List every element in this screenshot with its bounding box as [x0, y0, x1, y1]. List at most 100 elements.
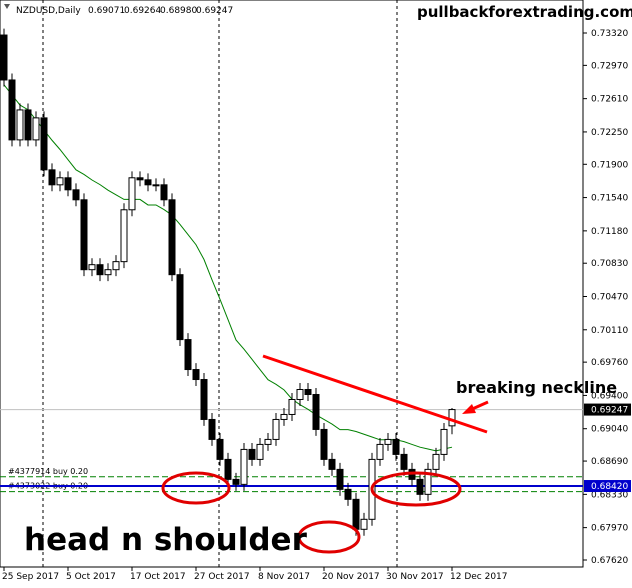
candle-body: [328, 458, 336, 470]
candle-body: [24, 109, 32, 141]
candle-body: [384, 438, 392, 445]
candle-body: [344, 488, 352, 500]
header-quote: 0.69264: [124, 6, 161, 16]
y-tick-label: 0.72610: [591, 95, 628, 105]
chart-layer: 0.73320 0.72970 0.72610 0.72250 0.71900 0.715…: [0, 28, 631, 582]
candle-body: [104, 269, 112, 276]
left-shoulder-mark: [161, 471, 231, 505]
candle-body: [400, 453, 408, 470]
y-tick-label: 0.69760: [591, 358, 628, 368]
candle-body: [88, 264, 96, 271]
candle-body: [112, 261, 120, 271]
candle-body: [448, 409, 456, 427]
candle-body: [144, 179, 152, 186]
y-tick-label: 0.68690: [591, 457, 628, 467]
candle-body: [136, 177, 144, 181]
y-tick-label: 0.67620: [591, 556, 628, 566]
candle-body: [392, 438, 400, 455]
head-mark: [297, 520, 361, 554]
candle-body: [304, 389, 312, 395]
y-tick-label: 0.67970: [591, 524, 628, 534]
candle-body: [16, 109, 24, 141]
x-tick-label: 5 Oct 2017: [66, 572, 116, 582]
y-tick-label: 0.71180: [591, 227, 628, 237]
candle-body: [248, 448, 256, 460]
candle-body: [208, 418, 216, 440]
candle-body: [416, 478, 424, 495]
x-tick-label: 25 Sep 2017: [2, 572, 59, 582]
candle-body: [64, 177, 72, 191]
candle-body: [184, 339, 192, 371]
candle-body: [80, 199, 88, 271]
x-tick-label: 17 Oct 2017: [130, 572, 186, 582]
y-tick-label: 0.71900: [591, 160, 628, 170]
candle-body: [0, 34, 8, 81]
candle-body: [216, 438, 224, 460]
candle-body: [440, 428, 448, 455]
y-tick-label: 0.70110: [591, 326, 628, 336]
x-tick-label: 30 Nov 2017: [386, 572, 444, 582]
y-tick-label: 0.70470: [591, 292, 628, 302]
candle-body: [424, 468, 432, 495]
candle-body: [120, 209, 128, 263]
y-tick-label: 0.69400: [591, 391, 628, 401]
candle-body: [336, 468, 344, 490]
price-box: [584, 403, 631, 416]
candle-body: [56, 177, 64, 186]
candle-body: [432, 453, 440, 470]
candle-body: [176, 274, 184, 341]
header-quote: 0.69247: [196, 6, 233, 16]
moving-average: [3, 84, 453, 452]
x-tick-label: 8 Nov 2017: [258, 572, 310, 582]
y-tick-label: 0.73320: [591, 29, 628, 39]
candle-body: [200, 379, 208, 420]
candle-body: [256, 443, 264, 460]
candle-body: [280, 413, 288, 420]
plot-frame: [0, 0, 584, 568]
candle-body: [192, 369, 200, 381]
candle-body: [224, 458, 232, 480]
candle-body: [352, 498, 360, 530]
candle-body: [296, 389, 304, 400]
candle-body: [376, 443, 384, 460]
candle-body: [128, 177, 136, 211]
right-shoulder-mark: [370, 471, 462, 507]
header-symbol: NZDUSD,Daily: [16, 6, 81, 16]
arrow-head: [462, 404, 476, 414]
y-tick-label: 0.70830: [591, 259, 628, 269]
price-box-label: 0.69247: [591, 406, 628, 416]
candle-body: [264, 438, 272, 445]
header-quote: 0.69071: [88, 6, 125, 16]
x-tick-label: 20 Nov 2017: [322, 572, 380, 582]
header-icon: [4, 4, 10, 9]
x-tick-label: 27 Oct 2017: [194, 572, 250, 582]
candle-body: [360, 518, 368, 530]
candle-body: [72, 189, 80, 201]
header-quote: 0.68980: [160, 6, 197, 16]
candle-body: [288, 398, 296, 415]
candle-body: [312, 393, 320, 430]
y-tick-label: 0.68330: [591, 490, 628, 500]
annotation: breaking neckline: [456, 378, 617, 397]
candle-body: [32, 117, 40, 141]
x-tick-label: 12 Dec 2017: [450, 572, 508, 582]
neckline: [262, 354, 488, 434]
y-tick-label: 0.69040: [591, 425, 628, 435]
level-box: [584, 480, 631, 493]
candle-body: [232, 478, 240, 485]
candle-body: [96, 264, 104, 276]
candle-body: [152, 184, 160, 187]
candle-body: [320, 428, 328, 460]
candle-body: [168, 199, 176, 276]
candle-body: [272, 418, 280, 440]
y-tick-label: 0.72970: [591, 61, 628, 71]
annotation: head n shoulder: [24, 522, 308, 558]
y-tick-label: 0.72250: [591, 128, 628, 138]
candle-body: [40, 117, 48, 171]
candle-body: [160, 184, 168, 201]
y-tick-label: 0.71540: [591, 194, 628, 204]
order-label: #4377914 buy 0.20: [8, 467, 88, 476]
watermark: pullbackforextrading.com: [417, 3, 632, 21]
